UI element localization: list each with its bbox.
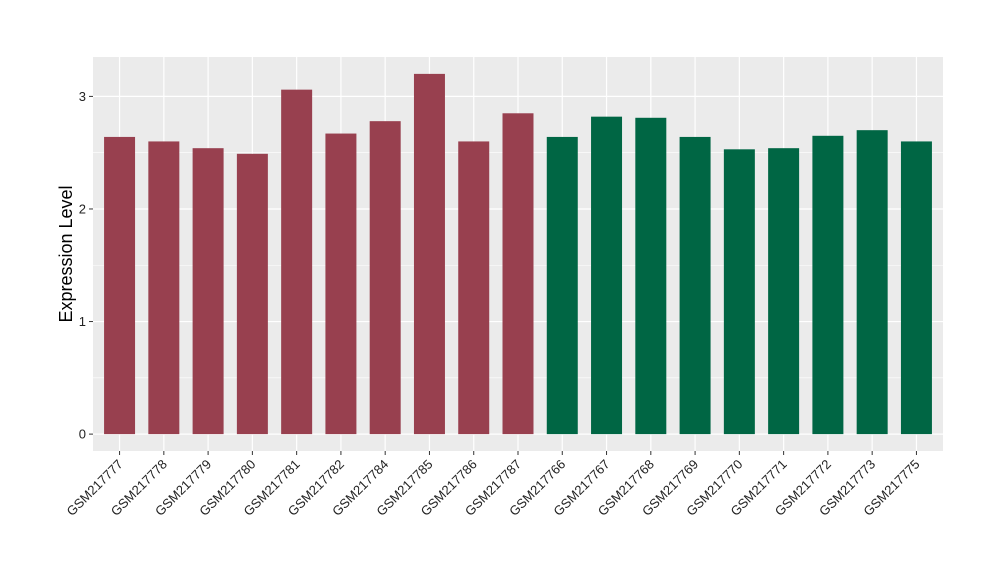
bar-GSM217778 [148, 141, 180, 435]
bar-GSM217777 [104, 136, 136, 435]
y-tick-label: 3 [79, 89, 86, 104]
y-tick-label: 1 [79, 314, 86, 329]
bar-GSM217786 [458, 141, 490, 435]
bar-GSM217770 [723, 149, 755, 435]
bar-GSM217775 [900, 141, 932, 435]
bar-GSM217773 [856, 130, 888, 435]
x-axis: GSM217777GSM217778GSM217779GSM217780GSM2… [63, 451, 923, 519]
bar-GSM217768 [635, 117, 667, 435]
bar-GSM217780 [236, 153, 268, 435]
bar-GSM217767 [591, 116, 623, 435]
bar-GSM217772 [812, 135, 844, 435]
y-axis: 0 1 2 3 [79, 89, 93, 442]
bar-GSM217787 [502, 113, 534, 435]
bar-GSM217771 [768, 148, 800, 435]
bar-GSM217781 [281, 89, 313, 435]
bar-GSM217784 [369, 121, 401, 435]
y-tick-label: 0 [79, 427, 86, 442]
bar-GSM217769 [679, 136, 711, 435]
y-tick-label: 2 [79, 201, 86, 216]
bar-GSM217785 [413, 73, 445, 435]
bar-GSM217782 [325, 133, 357, 435]
bar-GSM217779 [192, 148, 224, 435]
y-axis-title: Expression Level [56, 185, 76, 322]
bars [104, 73, 932, 435]
bar-GSM217766 [546, 136, 578, 435]
